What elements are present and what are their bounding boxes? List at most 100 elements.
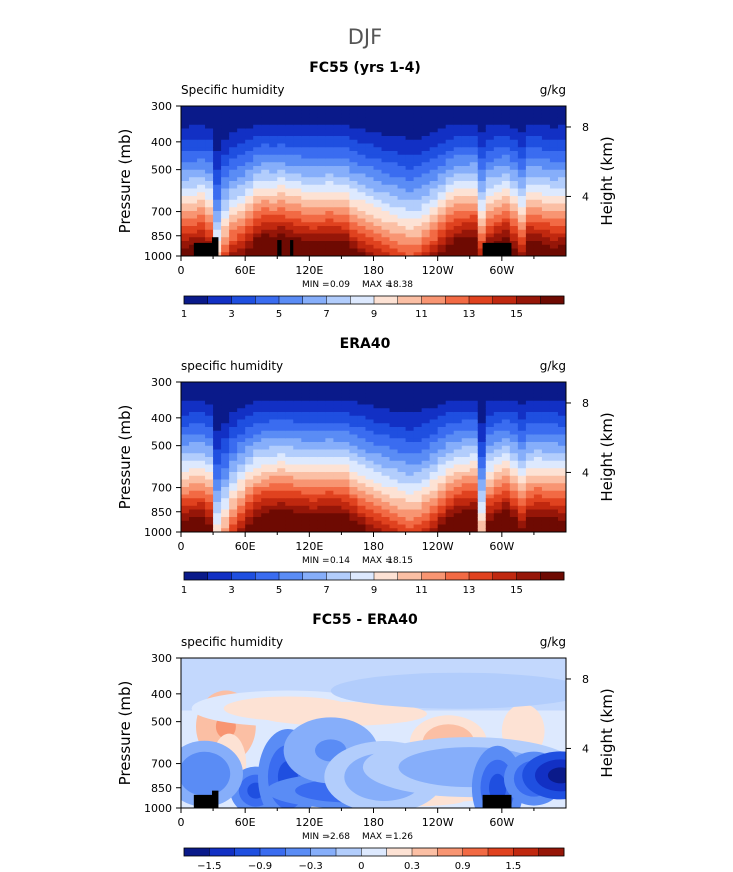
field-cell xyxy=(549,382,559,387)
field-cell xyxy=(525,419,535,424)
field-cell xyxy=(197,229,206,235)
field-cell xyxy=(349,124,359,130)
field-cell xyxy=(197,173,206,178)
field-cell xyxy=(485,442,495,447)
field-cell xyxy=(269,106,278,111)
colorbar-swatch xyxy=(538,848,565,856)
y-tick-label: 300 xyxy=(151,652,172,665)
field-cell xyxy=(325,502,334,507)
field-cell xyxy=(325,128,334,133)
field-cell xyxy=(437,207,447,212)
field-cell xyxy=(445,513,455,518)
field-cell xyxy=(285,214,294,220)
field-cell xyxy=(517,248,527,253)
field-cell xyxy=(525,109,535,115)
field-cell xyxy=(277,520,286,526)
field-cell xyxy=(509,218,519,223)
field-cell xyxy=(541,479,551,484)
field-cell xyxy=(181,151,190,156)
field-cell xyxy=(365,188,375,193)
field-cell xyxy=(525,457,535,462)
field-cell xyxy=(501,502,511,507)
field-cell xyxy=(365,136,375,141)
field-cell xyxy=(557,188,566,193)
field-cell xyxy=(533,162,543,167)
field-cell xyxy=(349,509,359,514)
field-cell xyxy=(181,385,190,391)
field-cell xyxy=(549,203,559,208)
field-cell xyxy=(245,166,254,171)
field-cell xyxy=(517,143,527,148)
field-cell xyxy=(341,196,351,201)
field-cell xyxy=(389,132,399,137)
field-cell xyxy=(413,132,423,137)
field-cell xyxy=(477,400,487,406)
field-cell xyxy=(461,397,471,402)
field-cell xyxy=(533,109,543,115)
field-cell xyxy=(477,184,487,190)
field-cell xyxy=(389,442,399,447)
field-cell xyxy=(373,502,383,507)
field-cell xyxy=(397,415,407,421)
field-cell xyxy=(309,509,318,514)
field-cell xyxy=(253,106,262,111)
field-cell xyxy=(261,218,270,223)
field-cell xyxy=(237,181,246,186)
field-cell xyxy=(493,214,503,220)
field-cell xyxy=(293,177,302,182)
field-cell xyxy=(557,117,566,122)
field-cell xyxy=(229,199,238,205)
field-cell xyxy=(357,203,367,208)
field-cell xyxy=(261,382,270,387)
field-cell xyxy=(437,124,447,130)
field-cell xyxy=(525,151,535,156)
field-cell xyxy=(301,132,310,137)
field-cell xyxy=(221,196,230,201)
field-cell xyxy=(349,389,359,394)
field-cell xyxy=(493,468,503,473)
field-cell xyxy=(461,509,471,514)
field-cell xyxy=(413,475,423,481)
field-cell xyxy=(541,434,551,439)
field-cell xyxy=(549,385,559,391)
field-cell xyxy=(445,214,455,220)
field-cell xyxy=(261,434,270,439)
field-cell xyxy=(269,132,278,137)
field-cell xyxy=(333,248,343,253)
field-cell xyxy=(413,487,423,492)
field-cell xyxy=(445,404,455,409)
field-cell xyxy=(549,502,559,507)
field-cell xyxy=(525,472,535,477)
max-label: MAX = xyxy=(362,556,393,566)
field-cell xyxy=(357,393,367,398)
field-cell xyxy=(493,528,503,532)
field-cell xyxy=(341,434,351,439)
field-cell xyxy=(445,181,455,186)
colorbar-tick-label: 3 xyxy=(228,585,234,596)
field-cell xyxy=(549,241,559,246)
field-cell xyxy=(325,404,334,409)
field-cell xyxy=(213,177,222,182)
field-cell xyxy=(261,404,270,409)
field-cell xyxy=(333,468,343,473)
field-cell xyxy=(301,419,310,424)
field-cell xyxy=(397,113,407,118)
field-cell xyxy=(389,143,399,148)
field-cell xyxy=(501,166,511,171)
field-cell xyxy=(413,237,423,242)
field-cell xyxy=(181,442,190,447)
field-cell xyxy=(349,408,359,413)
field-cell xyxy=(197,412,206,417)
field-cell xyxy=(525,199,535,205)
field-cell xyxy=(325,468,334,473)
field-cell xyxy=(309,524,318,529)
field-cell xyxy=(237,139,246,145)
field-cell xyxy=(365,472,375,477)
field-cell xyxy=(301,453,310,458)
field-cell xyxy=(253,517,262,522)
field-cell xyxy=(477,408,487,413)
field-cell xyxy=(389,479,399,484)
field-cell xyxy=(317,382,326,387)
field-cell xyxy=(245,143,254,148)
field-cell xyxy=(221,524,230,529)
